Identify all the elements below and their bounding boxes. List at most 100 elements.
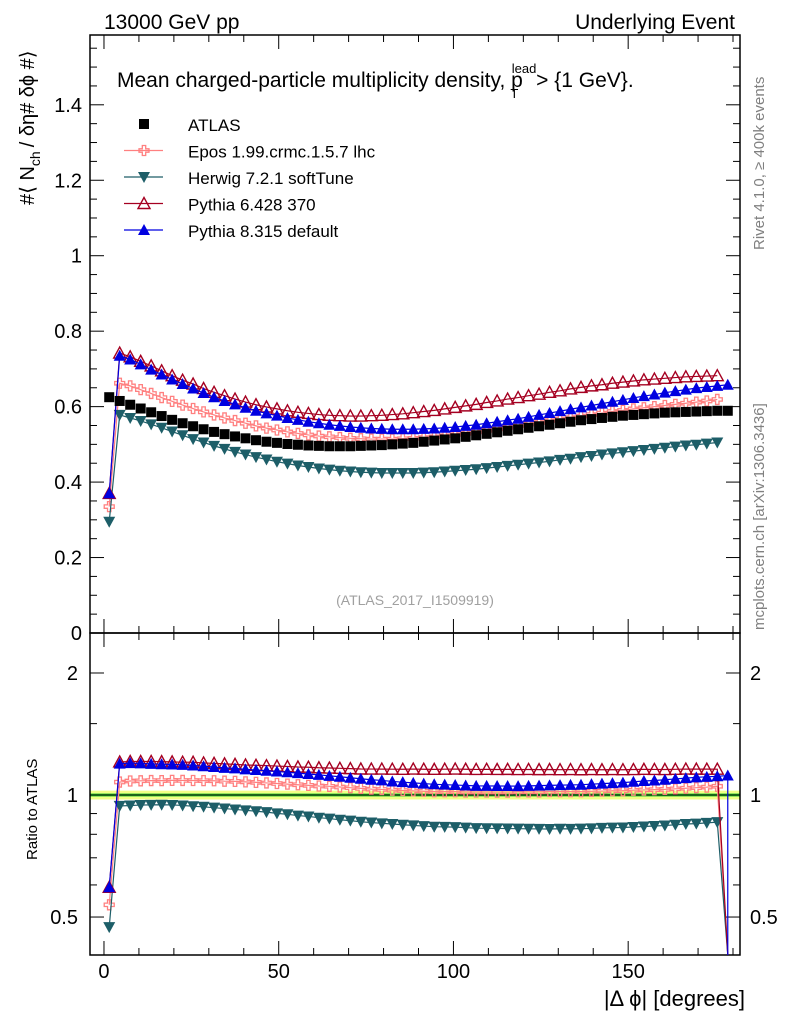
ratio-point-herwig-7-2-1-softtune (145, 799, 158, 811)
ratio-point-pythia-8-315-default (522, 779, 535, 791)
data-point-pythia-6-428-370 (584, 378, 599, 392)
data-point-herwig-7-2-1-softtune (616, 447, 629, 459)
legend: ATLAS Epos 1.99.crmc.1.5.7 lhc Herwig 7.2.… (124, 116, 376, 241)
ratio-point-pythia-8-315-default (533, 779, 546, 791)
ratio-point-pythia-8-315-default (711, 770, 724, 782)
data-point-pythia-6-428-370 (563, 381, 578, 395)
legend-marker-open-cross (138, 144, 150, 157)
ratio-point-pythia-8-315-default (459, 779, 472, 791)
ratio-point-epos-1-99-crmc-1-5-7-lhc (690, 782, 702, 794)
ratio-point-pythia-6-428-370 (521, 761, 536, 776)
data-point-atlas (376, 440, 387, 451)
ratio-point-pythia-8-315-default (627, 775, 640, 787)
y-tick-label: 1 (71, 246, 82, 268)
data-point-pythia-8-315-default (480, 417, 493, 429)
data-point-atlas (691, 406, 702, 417)
ratio-point-herwig-7-2-1-softtune (354, 816, 367, 828)
ratio-point-epos-1-99-crmc-1-5-7-lhc (659, 783, 671, 796)
data-point-pythia-8-315-default (312, 417, 325, 429)
ratio-point-pythia-8-315-default (145, 757, 158, 769)
ratio-point-pythia-6-428-370 (500, 761, 515, 776)
ratio-point-herwig-7-2-1-softtune (270, 808, 283, 820)
legend-label: Epos 1.99.crmc.1.5.7 lhc (188, 143, 376, 162)
data-point-atlas (670, 407, 681, 418)
data-point-herwig-7-2-1-softtune (648, 443, 661, 455)
data-point-atlas (250, 435, 261, 446)
data-point-pythia-8-315-default (344, 421, 357, 433)
ratio-point-pythia-6-428-370 (406, 761, 421, 775)
data-point-atlas (460, 431, 471, 442)
data-point-epos-1-99-crmc-1-5-7-lhc (302, 429, 315, 441)
data-point-pythia-8-315-default (208, 391, 221, 403)
data-point-pythia-8-315-default (449, 421, 462, 433)
data-point-pythia-8-315-default (606, 395, 619, 407)
data-point-herwig-7-2-1-softtune (176, 430, 189, 442)
data-point-herwig-7-2-1-softtune (595, 449, 608, 461)
data-point-atlas (125, 399, 136, 410)
ratio-point-pythia-6-428-370 (615, 762, 631, 776)
data-point-epos-1-99-crmc-1-5-7-lhc (166, 395, 178, 407)
data-point-atlas (271, 437, 282, 448)
data-point-pythia-8-315-default (291, 413, 304, 425)
data-point-atlas (649, 408, 660, 419)
plot-title-main: Mean charged-particle multiplicity densi… (117, 69, 523, 92)
ratio-point-epos-1-99-crmc-1-5-7-lhc (145, 774, 157, 787)
ratio-point-epos-1-99-crmc-1-5-7-lhc (239, 776, 252, 788)
data-point-pythia-6-428-370 (479, 395, 494, 409)
ratio-point-pythia-8-315-default (679, 772, 692, 784)
ratio-point-pythia-8-315-default (323, 769, 336, 781)
data-point-pythia-6-428-370 (668, 370, 683, 384)
ratio-point-pythia-8-315-default (249, 764, 262, 776)
ratio-point-pythia-8-315-default (564, 778, 577, 790)
data-point-pythia-6-428-370 (626, 373, 641, 387)
ratio-point-epos-1-99-crmc-1-5-7-lhc (606, 785, 619, 797)
data-point-herwig-7-2-1-softtune (239, 449, 252, 461)
ratio-point-pythia-6-428-370 (427, 761, 442, 776)
ratio-point-epos-1-99-crmc-1-5-7-lhc (218, 775, 231, 787)
y-tick-label: 0.6 (54, 397, 82, 419)
data-point-herwig-7-2-1-softtune (103, 516, 116, 528)
legend-marker-open-triangle-up (136, 196, 152, 210)
legend-entry-pythia-8-315-default: Pythia 8.315 default (124, 222, 339, 241)
ratio-point-herwig-7-2-1-softtune (166, 799, 179, 811)
data-point-herwig-7-2-1-softtune (260, 454, 273, 466)
data-point-pythia-6-428-370 (406, 405, 421, 419)
data-point-atlas (418, 436, 429, 447)
data-point-herwig-7-2-1-softtune (533, 457, 546, 469)
ratio-y-tick-label-right: 1 (750, 785, 761, 807)
ratio-point-herwig-7-2-1-softtune (438, 821, 451, 833)
ratio-point-pythia-8-315-default (291, 767, 304, 779)
data-point-atlas (198, 424, 209, 435)
ratio-point-pythia-8-315-default (585, 778, 598, 790)
data-point-pythia-8-315-default (501, 414, 514, 426)
data-point-pythia-6-428-370 (385, 407, 400, 421)
data-point-pythia-8-315-default (491, 415, 504, 427)
data-point-atlas (230, 431, 241, 442)
ratio-point-pythia-8-315-default (595, 777, 608, 789)
data-point-atlas (135, 403, 146, 414)
data-point-atlas (481, 428, 492, 439)
data-point-herwig-7-2-1-softtune (449, 465, 462, 477)
ratio-point-herwig-7-2-1-softtune (428, 821, 441, 833)
data-point-pythia-6-428-370 (594, 377, 610, 391)
data-point-herwig-7-2-1-softtune (564, 453, 577, 465)
data-point-pythia-6-428-370 (374, 407, 389, 422)
data-point-herwig-7-2-1-softtune (491, 461, 504, 473)
y-tick-label: 0.2 (54, 548, 82, 570)
data-point-epos-1-99-crmc-1-5-7-lhc (155, 391, 168, 404)
data-point-pythia-6-428-370 (657, 370, 673, 385)
data-point-pythia-8-315-default (637, 390, 650, 402)
ratio-point-pythia-8-315-default (354, 772, 367, 784)
ratio-point-herwig-7-2-1-softtune (281, 809, 294, 821)
data-point-atlas (261, 436, 272, 447)
ratio-point-pythia-8-315-default (428, 778, 441, 790)
data-point-atlas (544, 419, 555, 430)
data-point-epos-1-99-crmc-1-5-7-lhc (260, 422, 273, 434)
ratio-point-epos-1-99-crmc-1-5-7-lhc (680, 782, 692, 794)
legend-label: Pythia 6.428 370 (188, 196, 316, 215)
ratio-point-herwig-7-2-1-softtune (658, 820, 671, 832)
ratio-point-pythia-6-428-370 (584, 762, 599, 776)
ratio-point-pythia-8-315-default (438, 778, 451, 790)
main-panel: 0 0.2 0.4 0.6 0.8 1 1.2 1.4 (54, 34, 741, 645)
ratio-point-herwig-7-2-1-softtune (543, 824, 556, 836)
